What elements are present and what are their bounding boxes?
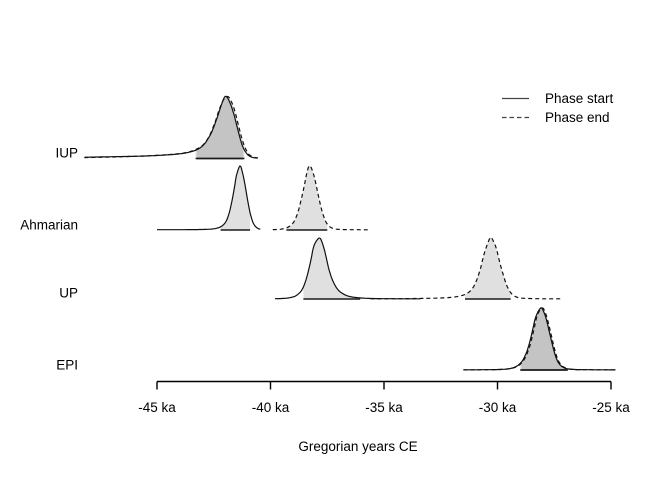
x-axis-title: Gregorian years CE xyxy=(298,439,417,454)
density-fill-up-end xyxy=(465,237,511,299)
density-curve-ahmarian-end xyxy=(272,165,369,231)
density-fill-ahmarian-start xyxy=(220,166,251,230)
x-axis-tick-label--25: -25 ka xyxy=(592,400,630,415)
density-curve-epi-end xyxy=(463,307,616,371)
density-curves-group: IUP Ahmarian UP EPI xyxy=(20,95,616,373)
density-fill-iup-end xyxy=(195,96,245,159)
x-axis-tick-label--30: -30 ka xyxy=(479,400,517,415)
x-axis-tick-label--45: -45 ka xyxy=(138,400,176,415)
x-axis-tick-label--40: -40 ka xyxy=(252,400,290,415)
density-fill-up-start xyxy=(303,238,361,299)
phase-label-iup: IUP xyxy=(55,146,78,161)
density-curve-up-end xyxy=(370,236,562,300)
density-curve-ahmarian-start xyxy=(156,165,261,231)
x-axis-tick-label--35: -35 ka xyxy=(365,400,403,415)
density-fill-iup-start xyxy=(196,96,244,159)
phase-label-up: UP xyxy=(59,286,78,301)
density-curve-up-start xyxy=(275,237,421,300)
x-axis: -45 ka -40 ka -35 ka -30 ka -25 ka xyxy=(138,380,630,415)
legend: Phase start Phase end xyxy=(502,91,614,125)
density-fill-epi-end xyxy=(521,308,568,370)
phase-label-epi: EPI xyxy=(56,358,78,373)
legend-label-phase-end: Phase end xyxy=(545,110,610,125)
density-curve-iup-end xyxy=(84,95,259,159)
density-fill-ahmarian-end xyxy=(286,165,328,230)
density-fill-epi-start xyxy=(520,307,567,370)
phase-label-ahmarian: Ahmarian xyxy=(20,218,78,233)
legend-label-phase-start: Phase start xyxy=(545,91,614,106)
